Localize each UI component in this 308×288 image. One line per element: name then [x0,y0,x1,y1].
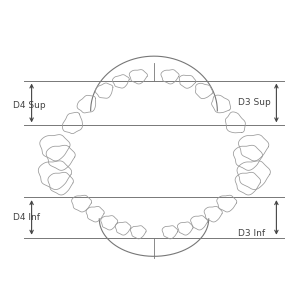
Text: D4 Sup: D4 Sup [13,101,46,110]
Text: D4 Inf: D4 Inf [13,213,40,222]
Text: D3 Sup: D3 Sup [237,98,270,107]
Text: D3 Inf: D3 Inf [237,229,265,238]
